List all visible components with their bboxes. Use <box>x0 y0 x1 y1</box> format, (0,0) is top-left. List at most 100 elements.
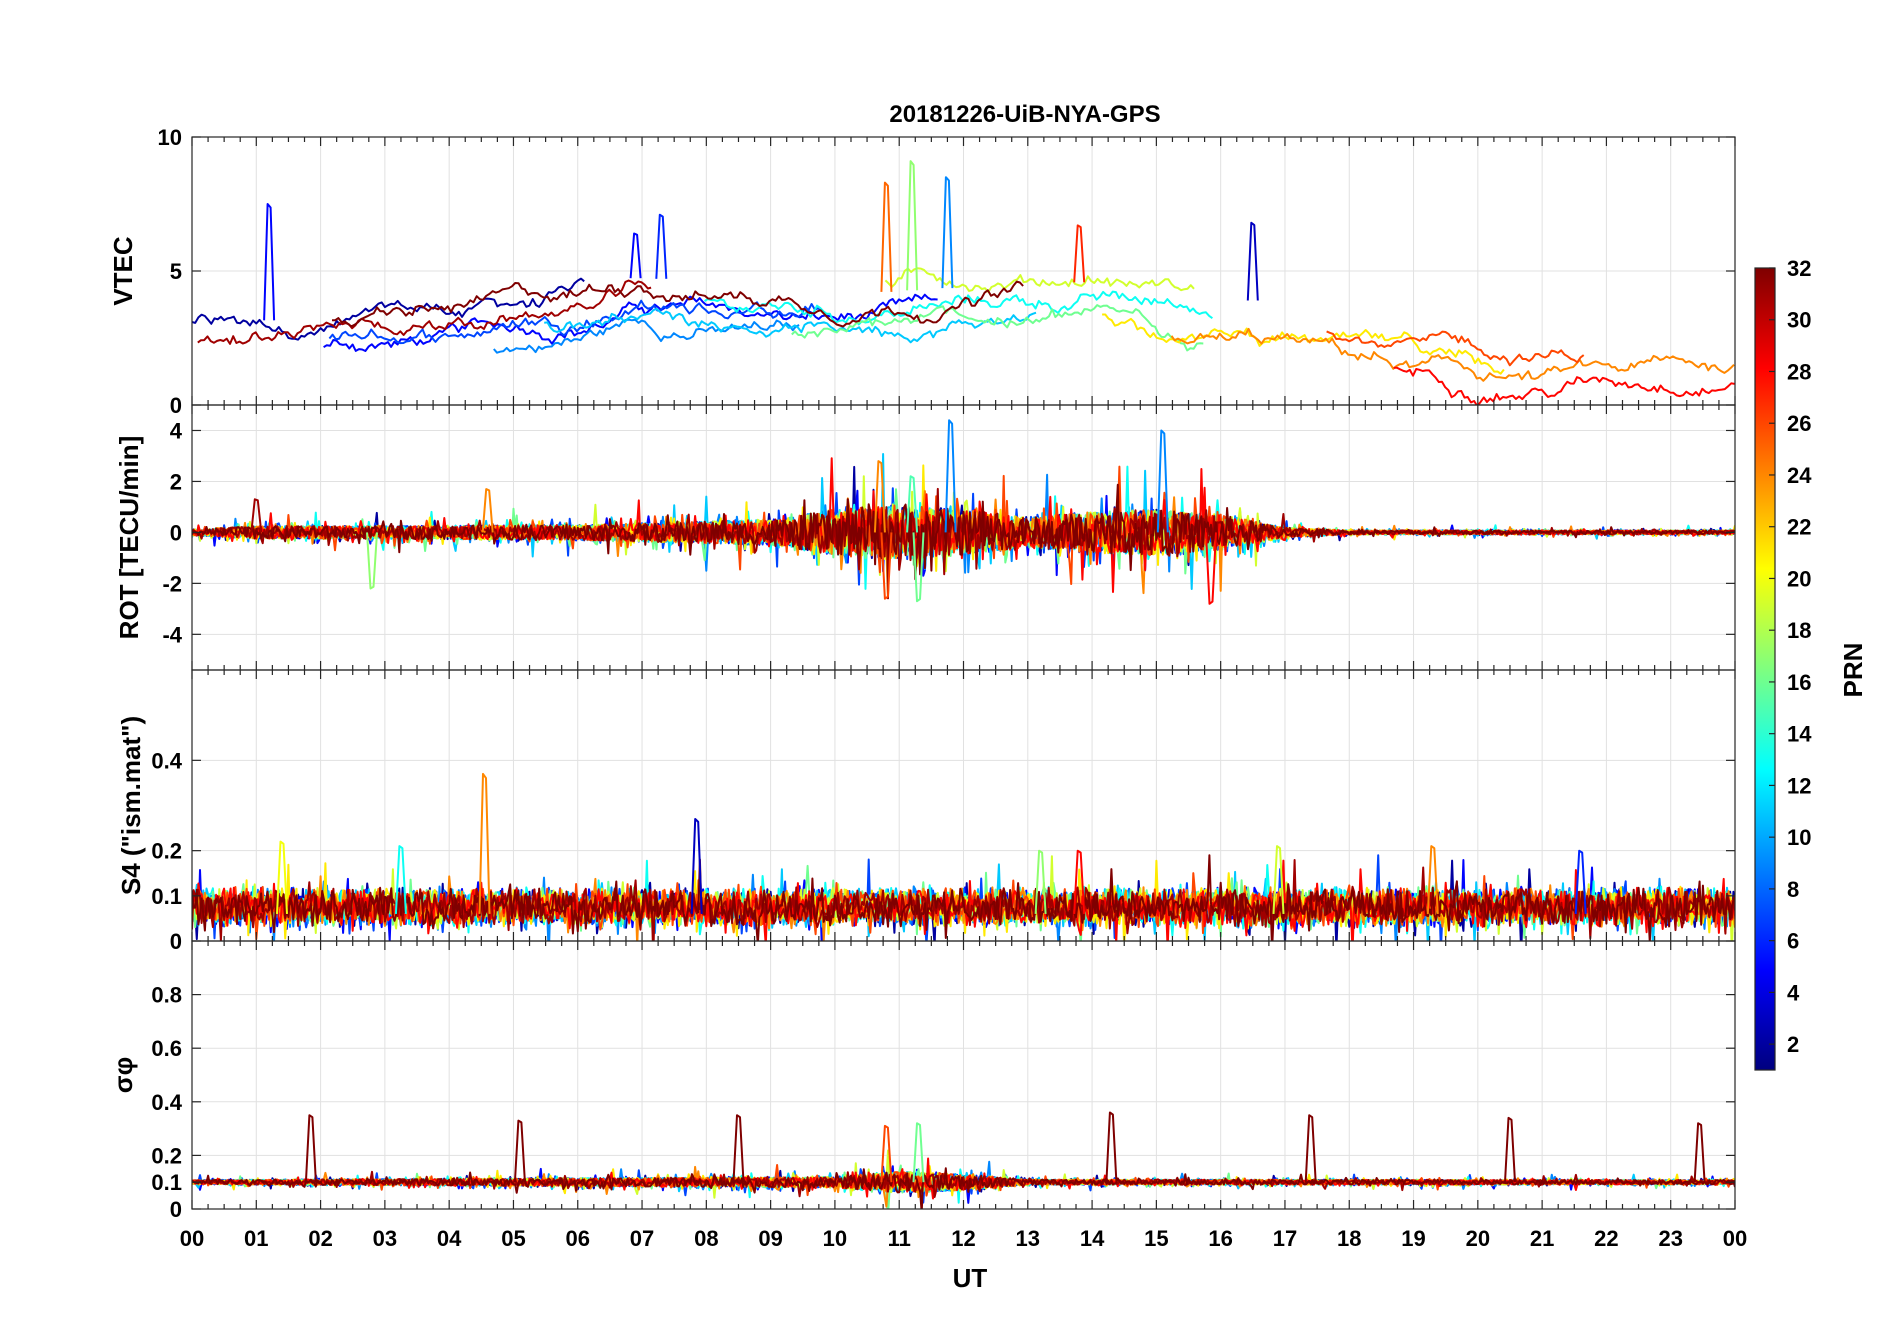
y-tick-label: 0.2 <box>151 839 182 864</box>
spike-mark <box>304 1114 317 1183</box>
spike-mark <box>276 840 288 914</box>
chart-title: 20181226-UiB-NYA-GPS <box>889 101 1160 128</box>
prn-trace <box>1102 313 1505 375</box>
panel-s4: 0 0.1 0.2 0.4S4 ("ism.mat") <box>116 669 1736 954</box>
colorbar-tick-label: 26 <box>1787 411 1811 436</box>
x-tick-label: 20 <box>1466 1226 1490 1251</box>
traces-sigma <box>192 1111 1735 1209</box>
prn-trace <box>323 293 938 352</box>
spike-mark <box>481 488 494 533</box>
prn-trace <box>1170 327 1735 382</box>
y-tick-label: 0.8 <box>151 983 182 1008</box>
y-tick-label: -4 <box>162 622 182 647</box>
spike-mark <box>394 845 407 914</box>
colorbar-tick-label: 6 <box>1787 929 1799 954</box>
prn-trace <box>328 299 822 345</box>
prn-trace <box>192 1167 1735 1209</box>
colorbar-tick-label: 4 <box>1787 980 1800 1005</box>
colorbar-tick-label: 2 <box>1787 1032 1799 1057</box>
spike-mark <box>880 181 893 292</box>
spike-mark <box>263 203 276 321</box>
y-tick-label: 0 <box>170 393 182 418</box>
colorbar-label: PRN <box>1838 643 1868 698</box>
y-axis-label-s4: S4 ("ism.mat") <box>116 716 146 895</box>
spike-mark <box>1426 845 1439 914</box>
x-tick-label: 06 <box>566 1226 590 1251</box>
y-tick-label: 0.4 <box>151 1090 182 1115</box>
x-tick-label: 15 <box>1144 1226 1168 1251</box>
y-tick-label: 0.4 <box>151 748 182 773</box>
x-tick-label: 04 <box>437 1226 462 1251</box>
y-tick-label: -2 <box>162 571 182 596</box>
prn-trace <box>544 307 1037 344</box>
y-tick-label: 0.6 <box>151 1036 182 1061</box>
spike-mark <box>1504 1116 1516 1183</box>
x-tick-label: 07 <box>630 1226 654 1251</box>
x-tick-label: 16 <box>1208 1226 1232 1251</box>
prn-trace <box>1326 330 1585 367</box>
spike-mark <box>1156 429 1169 533</box>
traces-s4 <box>192 772 1735 941</box>
colorbar-tick-label: 16 <box>1787 670 1811 695</box>
spike-mark <box>944 419 957 533</box>
y-tick-label: 0 <box>170 520 182 545</box>
spike-mark <box>1574 849 1587 914</box>
prn-trace <box>197 279 652 345</box>
spike-mark <box>1205 532 1217 605</box>
y-axis-label-vtec: VTEC <box>108 236 138 306</box>
x-tick-label: 18 <box>1337 1226 1361 1251</box>
spike-mark <box>880 532 893 600</box>
panel-rot: -4 -2 0 2 4 ROT [TECU/min] <box>114 404 1736 671</box>
spike-mark <box>1246 221 1259 301</box>
x-tick-labels: 00 01 02 03 04 05 06 07 08 09 10 11 12 13 14 15 16 17 18 19… <box>180 1226 1747 1251</box>
prn-trace <box>791 304 1204 352</box>
colorbar-tick-label: 18 <box>1787 618 1811 643</box>
x-tick-label: 10 <box>823 1226 847 1251</box>
spike-mark <box>912 532 925 603</box>
colorbar-tick-label: 20 <box>1787 566 1811 591</box>
colorbar-tick-label: 10 <box>1787 825 1811 850</box>
spike-mark <box>732 1114 745 1183</box>
colorbar-tick-label: 22 <box>1787 515 1811 540</box>
traces-rot <box>192 419 1735 605</box>
x-tick-label: 21 <box>1530 1226 1554 1251</box>
spike-mark <box>1304 1114 1317 1183</box>
x-tick-label: 17 <box>1273 1226 1297 1251</box>
colorbar-tick-label: 12 <box>1787 773 1811 798</box>
y-axis-label-sigma: σφ <box>108 1057 138 1093</box>
x-tick-label: 08 <box>694 1226 718 1251</box>
colorbar-tick-label: 8 <box>1787 877 1799 902</box>
prn-trace <box>332 280 1024 328</box>
spike-mark <box>513 1119 526 1183</box>
spike-mark <box>873 460 886 533</box>
spike-mark <box>366 532 378 590</box>
panel-vtec: 0 5 10 VTEC <box>108 125 1736 418</box>
prn-trace <box>703 290 1213 326</box>
y-tick-label: 0 <box>170 929 182 954</box>
spike-mark <box>250 498 263 533</box>
x-tick-label: 00 <box>180 1226 204 1251</box>
colorbar-tick-label: 24 <box>1787 463 1812 488</box>
colorbar-gradient <box>1754 267 1776 1071</box>
x-tick-label: 19 <box>1401 1226 1425 1251</box>
spike-mark <box>941 176 954 289</box>
prn-trace <box>884 267 1195 293</box>
y-tick-label: 5 <box>170 259 182 284</box>
spike-mark <box>1073 224 1086 283</box>
prn-trace <box>192 1170 1735 1198</box>
spike-mark <box>912 1122 925 1183</box>
x-tick-label: 05 <box>501 1226 525 1251</box>
x-tick-label: 11 <box>888 1226 911 1251</box>
prn-trace <box>192 277 585 341</box>
colorbar-tick-label: 28 <box>1787 359 1811 384</box>
spike-mark <box>655 213 668 279</box>
spike-mark <box>1272 845 1285 914</box>
spike-mark <box>1073 849 1086 914</box>
spike-mark <box>906 160 919 291</box>
traces-vtec <box>192 160 1735 405</box>
colorbar-tick-label: 14 <box>1787 722 1812 747</box>
x-axis-label: UT <box>953 1263 988 1293</box>
prn-trace <box>1393 366 1735 405</box>
spike-mark <box>880 1124 893 1183</box>
